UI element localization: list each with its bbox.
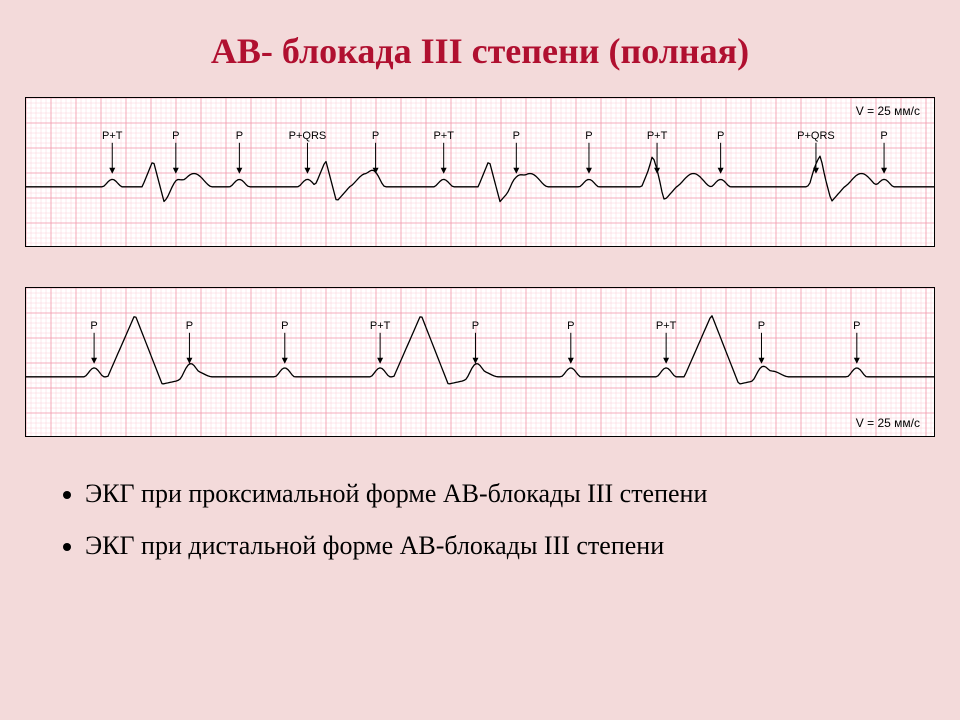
svg-text:P+T: P+T bbox=[102, 130, 123, 142]
svg-text:P: P bbox=[758, 320, 765, 332]
bullet-proximal: ЭКГ при проксимальной форме АВ-блокады I… bbox=[85, 477, 935, 511]
svg-text:P+T: P+T bbox=[656, 320, 677, 332]
svg-text:P: P bbox=[472, 320, 479, 332]
bullet-distal: ЭКГ при дистальной форме АВ-блокады III … bbox=[85, 529, 935, 563]
svg-text:P: P bbox=[853, 320, 860, 332]
svg-text:P: P bbox=[186, 320, 193, 332]
paper-speed-label: V = 25 мм/с bbox=[856, 104, 920, 118]
svg-text:P: P bbox=[585, 130, 592, 142]
svg-text:P+T: P+T bbox=[647, 130, 668, 142]
svg-text:P+T: P+T bbox=[433, 130, 454, 142]
svg-text:P+QRS: P+QRS bbox=[797, 130, 835, 142]
caption-list: ЭКГ при проксимальной форме АВ-блокады I… bbox=[25, 477, 935, 563]
slide-title: АВ- блокада III степени (полная) bbox=[25, 30, 935, 72]
svg-text:P: P bbox=[717, 130, 724, 142]
svg-text:P: P bbox=[372, 130, 379, 142]
svg-text:P: P bbox=[880, 130, 887, 142]
paper-speed-label: V = 25 мм/с bbox=[856, 416, 920, 430]
ecg-strip-distal: P P P P+T P P P+T P P V = 25 мм/с bbox=[25, 287, 935, 437]
svg-text:P: P bbox=[90, 320, 97, 332]
svg-text:P: P bbox=[236, 130, 243, 142]
svg-text:P: P bbox=[513, 130, 520, 142]
svg-text:P+T: P+T bbox=[370, 320, 391, 332]
svg-text:P: P bbox=[567, 320, 574, 332]
svg-text:P: P bbox=[281, 320, 288, 332]
svg-text:P+QRS: P+QRS bbox=[289, 130, 327, 142]
ecg-strip-proximal: P+T P P P+QRS P P+T P P P+T P P+QRS P V = 25 мм/с bbox=[25, 97, 935, 247]
svg-text:P: P bbox=[172, 130, 179, 142]
